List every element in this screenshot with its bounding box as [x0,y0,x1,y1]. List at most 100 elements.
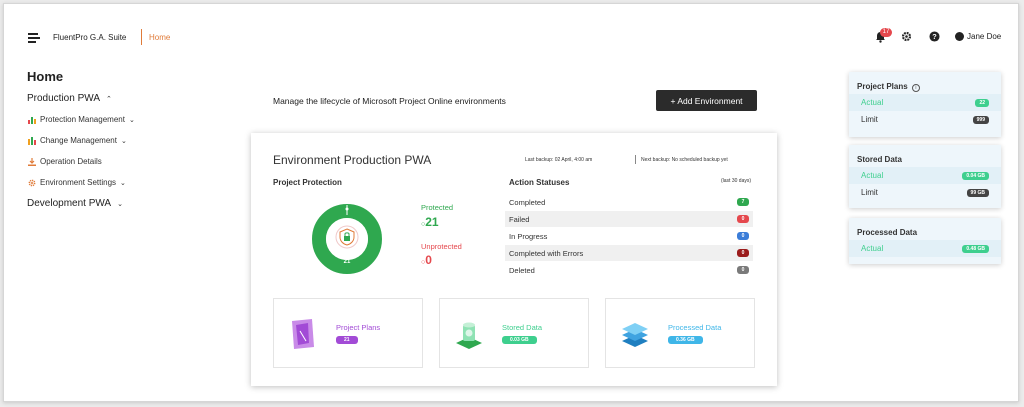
status-row-in-progress[interactable]: In Progress 0 [505,228,753,244]
help-icon[interactable]: ? [929,31,940,45]
summary-row-label: Actual [861,171,884,180]
sidebar-item-change-management[interactable]: Change Management ⌄ [28,136,127,145]
menu-icon[interactable] [28,33,40,43]
backup-divider [635,155,636,164]
next-backup: Next backup: No scheduled backup yet [641,157,728,163]
summary-title: Processed Data [857,228,918,237]
download-icon [28,157,36,166]
status-label: In Progress [509,231,548,241]
statuses-period: (last 30 days) [721,178,752,184]
title-divider [141,29,142,45]
app-title: FluentPro G.A. Suite [53,33,127,42]
status-row-completed-with-errors[interactable]: Completed with Errors 0 [505,245,753,261]
status-row-completed[interactable]: Completed 7 [505,194,753,210]
tile-project-plans[interactable]: Project Plans 21 [273,298,423,368]
status-count: 0 [737,249,749,257]
project-plans-icon [292,319,314,349]
tile-value: 0.03 GB [502,336,537,344]
status-count: 0 [737,232,749,240]
status-label: Completed [509,197,546,207]
svg-text:?: ? [932,32,937,41]
tile-label: Processed Data [668,323,722,332]
sidebar-item-label: Protection Management [40,115,125,124]
tile-processed-data[interactable]: Processed Data 0.36 GB [605,298,755,368]
tile-value: 0.36 GB [668,336,703,344]
user-name: Jane Doe [967,32,1002,41]
donut-value: 21 [344,259,351,265]
sidebar-group-production-pwa[interactable]: Production PWA ⌃ [27,93,112,104]
summary-row-label: Limit [861,188,878,197]
summary-row-value: 22 [975,98,989,107]
summary-row-value: 0.04 GB [962,171,989,180]
protected-value: ○21 [421,215,439,229]
breadcrumb-home[interactable]: Home [149,33,171,42]
summary-row-actual: Actual 22 [849,94,1001,111]
unprotected-label: Unprotected [421,242,462,251]
status-count: 0 [737,266,749,274]
chevron-down-icon: ⌄ [117,200,123,208]
shield-lock-icon [335,225,359,249]
layers-icon [622,323,648,347]
summary-row-limit: Limit 99 GB [849,184,1001,201]
project-protection-title: Project Protection [273,178,342,187]
environment-title: Environment Production PWA [273,153,432,167]
database-icon [456,322,482,349]
summary-row-actual: Actual 0.04 GB [849,167,1001,184]
action-statuses-title: Action Statuses [509,178,570,187]
status-label: Deleted [509,265,535,275]
tile-value: 21 [336,336,358,344]
summary-row-label: Actual [861,244,884,253]
info-icon[interactable]: i [911,84,920,92]
protected-label: Protected [421,203,454,212]
chevron-down-icon: ⌄ [120,179,126,187]
summary-card-project-plans: Project Plans i Actual 22 Limit 999 [849,72,1001,137]
chevron-down-icon: ⌄ [120,137,127,145]
page-title: Home [27,69,64,84]
gear-icon[interactable] [901,31,912,45]
environment-card: Environment Production PWA Last backup: … [251,133,777,386]
user-menu[interactable]: Jane Doe [955,32,1001,41]
tile-label: Project Plans [336,323,381,332]
change-icon [28,136,36,145]
summary-row-label: Actual [861,98,884,107]
sidebar-item-environment-settings[interactable]: Environment Settings ⌄ [28,178,126,187]
sidebar-group-label: Development PWA [27,198,112,209]
sidebar-item-protection-management[interactable]: Protection Management ⌄ [28,115,135,124]
status-count: 7 [737,198,749,206]
add-environment-button[interactable]: + Add Environment [656,90,757,111]
unprotected-value: ○0 [421,253,432,267]
summary-row-value: 0.48 GB [962,244,989,253]
sidebar-group-label: Production PWA [27,93,100,104]
last-backup: Last backup: 02 April, 4:00 am [525,157,593,163]
tile-stored-data[interactable]: Stored Data 0.03 GB [439,298,589,368]
status-label: Completed with Errors [509,248,584,258]
summary-title: Project Plans i [857,82,920,92]
sidebar-item-label: Environment Settings [40,178,117,187]
summary-row-label: Limit [861,115,878,124]
sidebar-item-label: Change Management [40,136,117,145]
summary-row-value: 999 [972,115,989,124]
summary-row-limit: Limit 999 [849,111,1001,128]
sidebar-item-label: Operation Details [40,157,102,166]
status-row-deleted[interactable]: Deleted 0 [505,262,753,278]
bullet-icon: ○ [421,221,426,228]
tile-label: Stored Data [502,323,543,332]
summary-title: Stored Data [857,155,902,164]
notification-badge: 17 [880,28,892,37]
app-window: FluentPro G.A. Suite Home 17 ? Jane Doe … [3,3,1019,402]
chart-icon [28,116,36,124]
status-label: Failed [509,214,530,224]
summary-card-stored-data: Stored Data Actual 0.04 GB Limit 99 GB [849,145,1001,208]
summary-row-actual: Actual 0.48 GB [849,240,1001,257]
page-description: Manage the lifecycle of Microsoft Projec… [273,96,506,106]
status-count: 0 [737,215,749,223]
settings-icon [28,179,36,186]
sidebar-group-development-pwa[interactable]: Development PWA ⌄ [27,198,123,209]
user-avatar-icon [955,32,964,41]
summary-row-value: 99 GB [966,188,989,197]
summary-card-processed-data: Processed Data Actual 0.48 GB [849,218,1001,264]
bullet-icon: ○ [421,259,426,266]
status-row-failed[interactable]: Failed 0 [505,211,753,227]
sidebar-item-operation-details[interactable]: Operation Details [28,157,102,166]
protection-donut: 21 [312,204,382,274]
